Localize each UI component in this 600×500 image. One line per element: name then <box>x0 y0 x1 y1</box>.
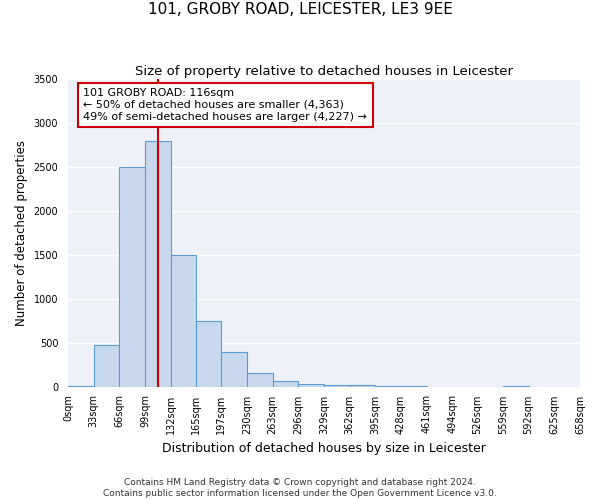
X-axis label: Distribution of detached houses by size in Leicester: Distribution of detached houses by size … <box>162 442 486 455</box>
Bar <box>171 255 196 386</box>
Text: 101, GROBY ROAD, LEICESTER, LE3 9EE: 101, GROBY ROAD, LEICESTER, LE3 9EE <box>148 2 452 18</box>
Text: 101 GROBY ROAD: 116sqm
← 50% of detached houses are smaller (4,363)
49% of semi-: 101 GROBY ROAD: 116sqm ← 50% of detached… <box>83 88 367 122</box>
Bar <box>247 374 272 386</box>
Bar <box>298 384 324 386</box>
Title: Size of property relative to detached houses in Leicester: Size of property relative to detached ho… <box>135 65 513 78</box>
Bar <box>94 346 119 387</box>
Bar <box>324 385 350 386</box>
Bar <box>145 140 171 386</box>
Bar <box>221 352 247 386</box>
Bar <box>272 382 298 386</box>
Y-axis label: Number of detached properties: Number of detached properties <box>15 140 28 326</box>
Text: Contains HM Land Registry data © Crown copyright and database right 2024.
Contai: Contains HM Land Registry data © Crown c… <box>103 478 497 498</box>
Bar <box>196 321 221 386</box>
Bar <box>119 167 145 386</box>
